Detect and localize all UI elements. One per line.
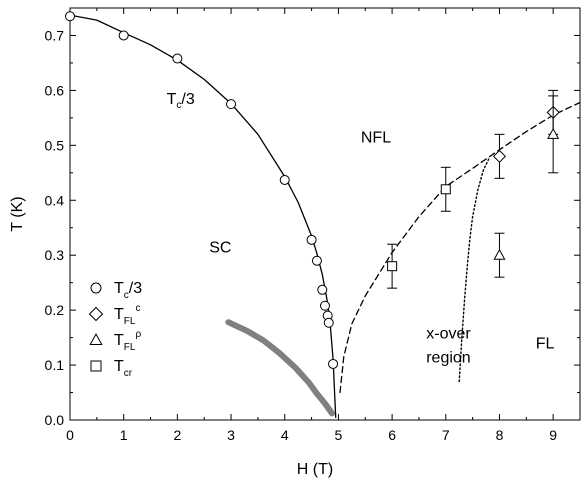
axes: 0 1 2 3 4 5 6 7 8 9 0.0 0.1 0.2 0.3 0.4 0.5 0.6 0.7 H (T) T… xyxy=(9,7,581,478)
legend-label: Tcr xyxy=(114,358,133,379)
legend-label-sub: FL xyxy=(124,316,136,327)
annotation-tc3: Tc/3 xyxy=(167,91,195,111)
legend-label-sub: cr xyxy=(124,368,133,379)
x-tick-label: 6 xyxy=(388,427,396,443)
legend-label-main: T xyxy=(114,358,124,375)
region-label-fl: FL xyxy=(536,336,555,353)
region-label-nfl: NFL xyxy=(361,130,391,147)
y-tick-label: 0.7 xyxy=(45,27,65,43)
legend-label: TFL ρ xyxy=(114,329,141,353)
legend-label-sup: ρ xyxy=(135,329,141,340)
curve-dashed xyxy=(339,101,581,394)
y-tick-label: 0.1 xyxy=(45,357,65,373)
data-point-circle xyxy=(306,234,317,245)
x-tick-label: 7 xyxy=(442,427,450,443)
data-markers xyxy=(65,11,560,369)
data-point-circle xyxy=(118,30,129,41)
legend-marker-diamond xyxy=(88,306,104,322)
annotation-suffix: /3 xyxy=(181,91,194,108)
region-label-xover-1: x-over xyxy=(426,326,471,343)
annotation-main: T xyxy=(167,91,177,108)
x-tick-label: 0 xyxy=(66,427,74,443)
data-point-circle xyxy=(328,358,339,369)
y-axis-title: T (K) xyxy=(9,196,26,231)
y-tick-label: 0.4 xyxy=(45,192,65,208)
data-point-circle xyxy=(65,11,75,22)
data-point-circle xyxy=(226,99,237,110)
annotation-sub: c xyxy=(176,100,181,111)
x-tick-label: 8 xyxy=(496,427,504,443)
legend-label: Tc/3 xyxy=(114,280,142,301)
legend-label-sub: FL xyxy=(124,342,136,353)
curves xyxy=(69,14,581,418)
legend-label-suffix: /3 xyxy=(129,280,142,297)
data-point-circle xyxy=(317,284,328,295)
curve-solid xyxy=(69,14,337,418)
legend-label-main: T xyxy=(114,306,124,323)
legend-marker-triangle xyxy=(89,332,103,345)
legend-label: TFL c xyxy=(114,303,140,327)
legend-label-main: T xyxy=(114,332,124,349)
x-tick-label: 1 xyxy=(120,427,128,443)
x-tick-label: 9 xyxy=(549,427,557,443)
data-point-circle xyxy=(279,174,290,185)
x-tick-label: 4 xyxy=(281,427,289,443)
data-point-triangle xyxy=(547,127,560,139)
region-label-sc: SC xyxy=(209,239,231,256)
data-point-circle xyxy=(320,300,330,311)
legend-label-sup: c xyxy=(135,303,140,314)
y-tick-label: 0.2 xyxy=(45,302,65,318)
x-tick-label: 2 xyxy=(173,427,181,443)
curve-thick xyxy=(225,319,335,417)
data-point-circle xyxy=(323,317,334,328)
x-axis-title: H (T) xyxy=(297,461,333,478)
plot-frame xyxy=(69,7,581,421)
y-tick-label: 0.6 xyxy=(45,82,65,98)
region-label-xover-2: region xyxy=(426,349,470,366)
legend-label-main: T xyxy=(114,280,124,297)
legend-marker-square xyxy=(90,360,102,372)
legend-label-sub: c xyxy=(124,290,129,301)
data-point-circle xyxy=(172,53,183,64)
legend-marker-circle xyxy=(90,282,102,294)
x-tick-label: 3 xyxy=(227,427,235,443)
y-tick-label: 0.3 xyxy=(45,247,65,263)
data-point-square xyxy=(440,184,451,195)
data-point-square xyxy=(387,261,398,272)
annotations: Tc/3 NFL SC x-over region FL xyxy=(167,91,555,366)
data-point-triangle xyxy=(493,248,506,260)
curve-dotted xyxy=(458,158,490,383)
data-point-diamond xyxy=(492,149,507,163)
y-tick-label: 0.5 xyxy=(45,137,65,153)
y-tick-label: 0.0 xyxy=(45,412,65,428)
data-point-circle xyxy=(311,255,322,266)
x-tick-label: 5 xyxy=(335,427,343,443)
